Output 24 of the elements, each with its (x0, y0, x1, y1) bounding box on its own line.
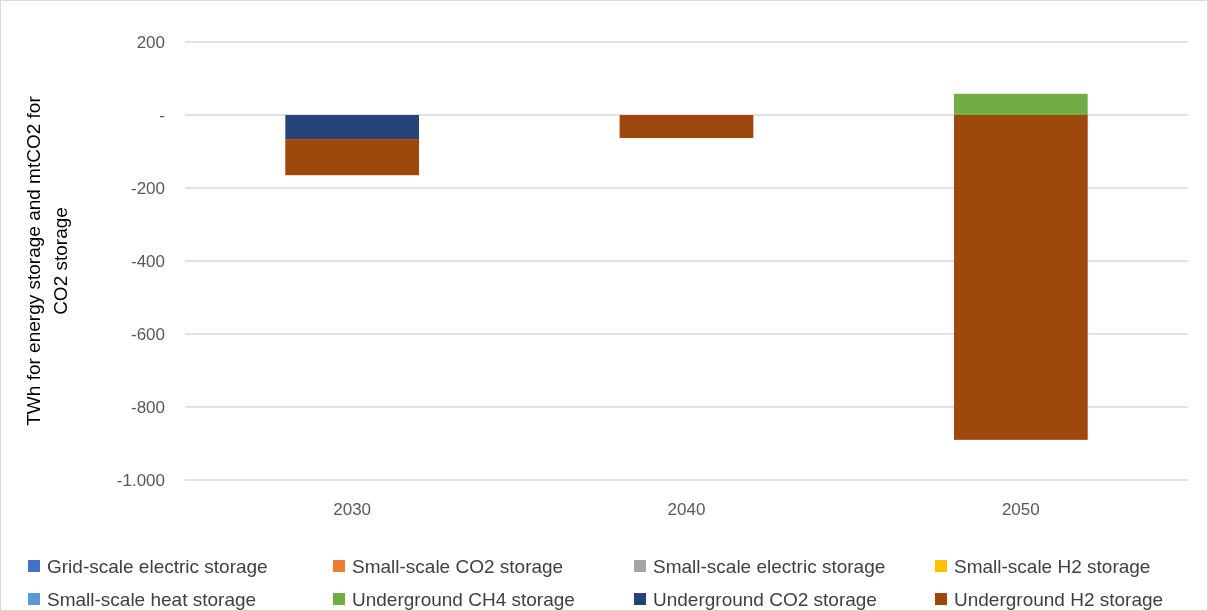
bar (285, 115, 420, 140)
legend-label: Small-scale electric storage (653, 555, 886, 577)
x-tick-label: 2050 (1001, 500, 1040, 519)
x-tick-label: 2030 (333, 500, 372, 519)
legend-label: Small-scale CO2 storage (352, 555, 564, 577)
y-tick-label: -600 (130, 324, 165, 344)
legend-label: Small-scale H2 storage (954, 555, 1151, 577)
x-tick-label: 2040 (667, 500, 706, 519)
y-tick-label: -200 (130, 178, 165, 198)
bar (285, 139, 420, 176)
y-tick-label: -800 (130, 397, 165, 417)
bar (953, 93, 1088, 115)
y-tick-label: - (159, 105, 165, 125)
bar (619, 115, 754, 138)
legend-label: Underground H2 storage (954, 588, 1164, 610)
y-tick-label: 200 (136, 32, 165, 52)
y-tick-label: -400 (130, 251, 165, 271)
y-tick-label: -1.000 (116, 470, 165, 490)
legend-label: Grid-scale electric storage (47, 555, 268, 577)
legend-label: Underground CO2 storage (653, 588, 877, 610)
legend-label: Small-scale heat storage (47, 588, 257, 610)
y-axis-title: TWh for energy storage and mtCO2 for CO2 storage (23, 95, 71, 426)
legend-label: Underground CH4 storage (352, 588, 575, 610)
bar (953, 115, 1088, 440)
